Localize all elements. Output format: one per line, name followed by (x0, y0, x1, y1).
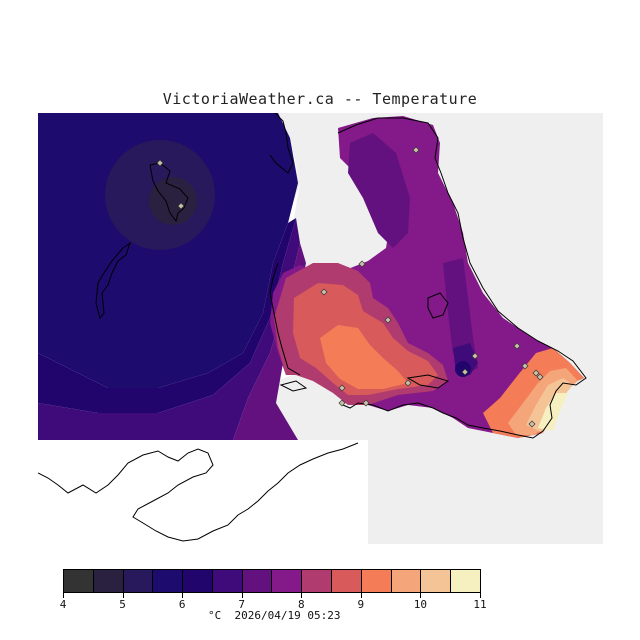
colorbar-tick-label: 6 (178, 598, 186, 611)
colorbar-swatch (420, 570, 451, 592)
colorbar-ticks: 4 5 6 7 8 9 10 11 (59, 593, 487, 613)
colorbar-swatch (331, 570, 361, 592)
station-marker[interactable] (521, 362, 529, 370)
station-marker[interactable] (338, 399, 346, 407)
temperature-map (38, 113, 603, 544)
station-marker[interactable] (362, 399, 370, 407)
colorbar-swatch (450, 570, 480, 592)
station-marker[interactable] (412, 146, 420, 154)
station-marker[interactable] (156, 159, 164, 167)
temperature-field (38, 113, 584, 440)
colorbar-tick (182, 593, 184, 598)
station-marker[interactable] (513, 342, 521, 350)
station-marker[interactable] (532, 369, 540, 377)
contour-cold-core-inner (149, 177, 197, 225)
station-marker[interactable] (471, 352, 479, 360)
colorbar-swatch (271, 570, 302, 592)
colorbar-tick (122, 593, 124, 598)
contour-band-7-7.5 (38, 218, 300, 440)
timestamp-label: 2026/04/19 05:23 (234, 609, 341, 622)
colorbar-swatch (152, 570, 183, 592)
east-peninsula-cold-lobe (348, 133, 410, 248)
colorbar-swatch (182, 570, 212, 592)
contour-band-6.5-7 (38, 218, 296, 413)
colorbar-tick (63, 593, 64, 598)
station-marker[interactable] (461, 368, 469, 376)
colorbar-swatch (211, 570, 242, 592)
colorbar-tick-label: 8 (297, 598, 305, 611)
station-marker[interactable] (384, 316, 392, 324)
colorbar-tick-label: 9 (357, 598, 365, 611)
colorbar-tick-label: 7 (238, 598, 246, 611)
station-markers (156, 146, 544, 428)
unit-label: °C (208, 609, 222, 622)
station-marker[interactable] (528, 420, 536, 428)
colorbar-swatch (92, 570, 123, 592)
colorbar-tick (360, 593, 362, 598)
colorbar-tick (480, 593, 481, 598)
colorbar-swatch (390, 570, 421, 592)
colorbar-swatch (360, 570, 391, 592)
colorbar-tick (301, 593, 303, 598)
colorbar-swatch (122, 570, 153, 592)
island-channel (406, 374, 450, 389)
station-marker[interactable] (177, 202, 185, 210)
temperature-colorbar (63, 569, 481, 593)
colorbar-tick (420, 593, 422, 598)
contour-band-11-east (538, 393, 568, 431)
island-west (95, 241, 131, 320)
station-marker[interactable] (338, 384, 346, 392)
colorbar-tick-label: 10 (413, 598, 428, 611)
colorbar-tick-label: 11 (473, 598, 487, 611)
contour-band-9-9.5 (320, 325, 408, 389)
island-north-west (149, 162, 189, 223)
station-marker[interactable] (358, 260, 366, 268)
station-marker[interactable] (320, 288, 328, 296)
contour-band-6-6.5 (38, 113, 298, 388)
colorbar-swatch (64, 570, 93, 592)
colorbar-swatch (241, 570, 272, 592)
island-south-small (279, 380, 308, 392)
map-title: VictoriaWeather.ca -- Temperature (162, 90, 478, 108)
colorbar-tick (241, 593, 243, 598)
station-marker[interactable] (404, 379, 412, 387)
colorbar-tick-label: 4 (59, 598, 67, 611)
coastlines (38, 113, 587, 542)
island-small-central (427, 292, 449, 319)
mainland-coast (269, 113, 587, 439)
contour-band-7.5-8 (233, 243, 306, 440)
east-peninsula-cold-spot (455, 361, 471, 377)
unsampled-white-region (38, 440, 368, 544)
station-marker[interactable] (536, 373, 544, 381)
map-footer: °C 2026/04/19 05:23 (208, 609, 340, 622)
colorbar-swatch (301, 570, 332, 592)
colorbar-tick-label: 5 (119, 598, 126, 611)
southern-coast (38, 442, 359, 542)
